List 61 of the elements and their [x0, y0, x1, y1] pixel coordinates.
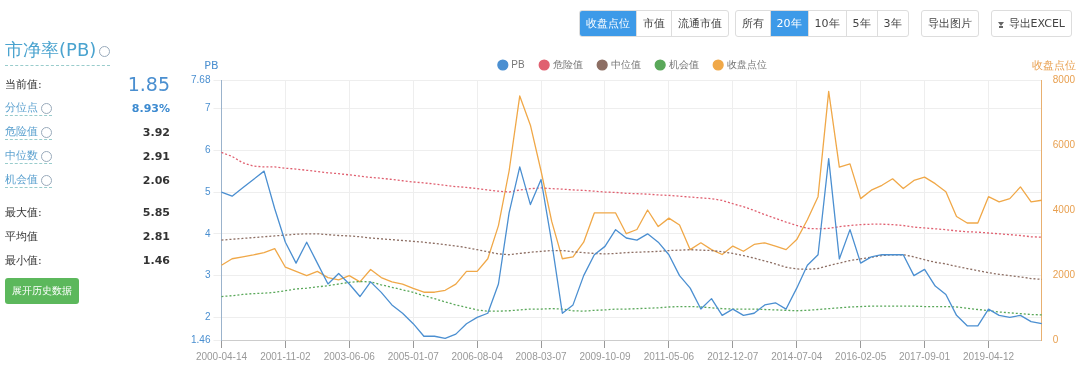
x-tick-label: 2019-04-12 [962, 350, 1015, 362]
x-tick-label: 2001-11-02 [260, 350, 312, 362]
x-tick-label: 2003-06-06 [323, 350, 376, 362]
text: 8.93% [131, 101, 170, 115]
x-tick-label: 2012-12-07 [707, 350, 759, 362]
text: 导出图片 [927, 16, 972, 31]
y2-tick-label: 6000 [1052, 138, 1076, 150]
text: 当前值: [5, 76, 42, 92]
text: 3年 [883, 16, 902, 31]
y-axis-title: PB [204, 59, 219, 73]
x-tick-label: 2009-10-09 [579, 350, 631, 362]
y2-axis-title: 收盘点位 [1031, 59, 1076, 73]
text: 最小值: [5, 252, 42, 268]
legend-label: 中位值 [610, 58, 641, 70]
x-tick-label: 2014-07-04 [771, 350, 823, 362]
legend-label: 机会值 [668, 58, 699, 70]
text: 20年 [776, 16, 802, 31]
legend-label: 收盘点位 [726, 58, 767, 70]
text: 1.85 [127, 73, 170, 95]
text: 最大值: [5, 204, 42, 220]
text: 市净率(PB) [5, 38, 111, 66]
text: 市值 [642, 16, 665, 31]
text: 流通市值 [677, 16, 722, 31]
text: 2.91 [142, 149, 170, 163]
x-tick-label: 2016-02-05 [835, 350, 887, 362]
y-tick-label: 2 [204, 311, 211, 323]
y2-tick-label: 2000 [1052, 268, 1076, 280]
text: 机会值 [5, 172, 52, 188]
text: 分位点 [5, 100, 52, 116]
x-tick-label: 2000-04-14 [195, 350, 248, 362]
x-tick-label: 2008-03-07 [515, 350, 568, 362]
y-tick-label: 5 [204, 185, 211, 197]
text: 5.85 [142, 205, 170, 219]
text: 收盘点位 [585, 16, 630, 31]
legend-label: 危险值 [552, 58, 583, 70]
text: 1.46 [142, 253, 170, 267]
text: 导出EXCEL [1008, 16, 1065, 31]
text: 2.06 [142, 173, 170, 187]
text: 展开历史数据 [5, 278, 79, 304]
legend-label: PB [511, 58, 525, 70]
x-tick-label: 2005-01-07 [387, 350, 440, 362]
text: 中位数 [5, 148, 52, 164]
y-tick-label: 1.46 [190, 333, 211, 345]
x-tick-label: 2006-08-04 [451, 350, 504, 362]
y2-tick-label: 0 [1052, 333, 1059, 345]
text: 10年 [814, 16, 840, 31]
text: 所有 [741, 16, 764, 31]
text: 平均值 [5, 228, 38, 244]
x-tick-label: 2017-09-01 [898, 350, 951, 362]
x-tick-label: 2011-05-06 [643, 350, 695, 362]
text: 危险值 [5, 124, 52, 140]
y-tick-label: 4 [204, 227, 211, 239]
text: 5年 [852, 16, 871, 31]
y2-tick-label: 4000 [1052, 203, 1076, 215]
text: 3.92 [142, 125, 170, 139]
y-tick-label: 7.68 [190, 73, 211, 85]
y-tick-label: 3 [204, 269, 211, 281]
y-tick-label: 7 [204, 102, 211, 114]
text: 2.81 [142, 229, 170, 243]
y-tick-label: 6 [204, 143, 211, 155]
y2-tick-label: 8000 [1052, 73, 1076, 85]
